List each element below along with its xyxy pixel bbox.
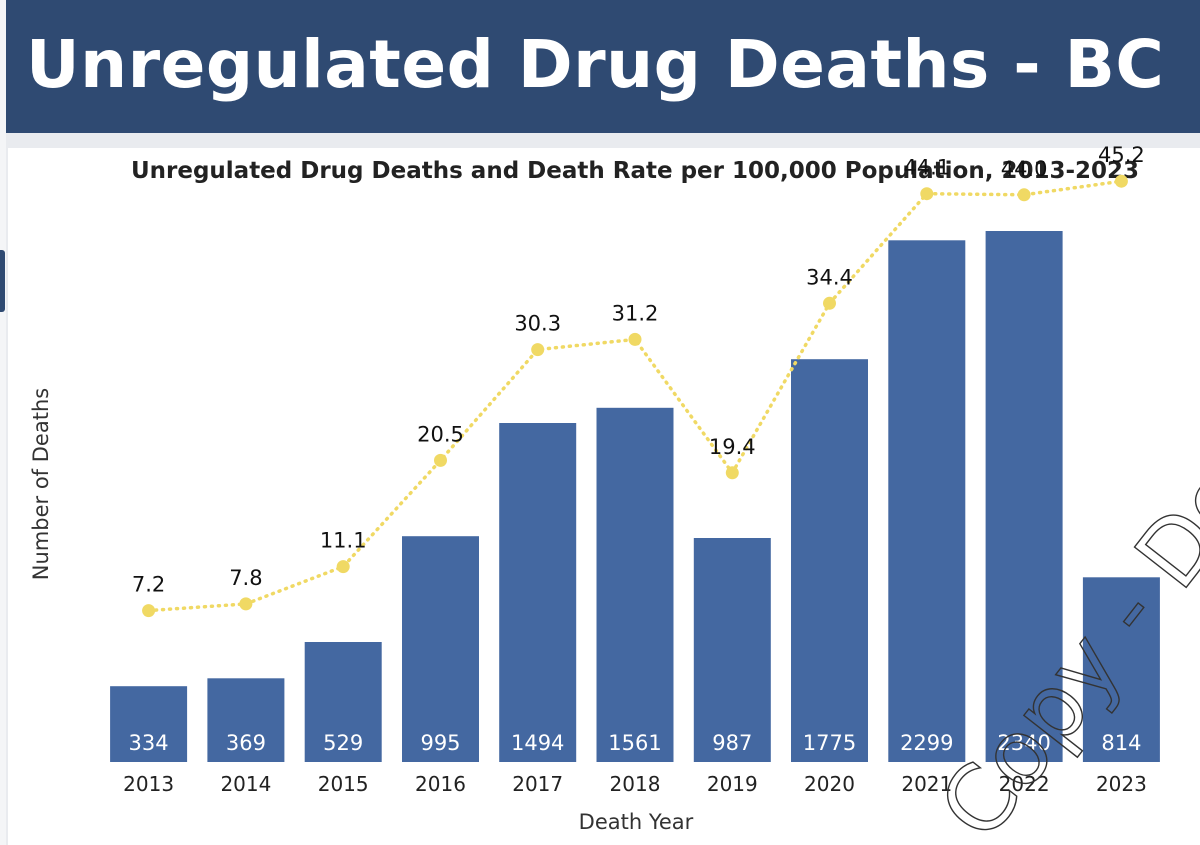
bar-label-2013: 334	[129, 731, 169, 755]
x-axis-label: Death Year	[579, 810, 694, 834]
page-banner: Unregulated Drug Deaths - BC	[6, 0, 1200, 133]
rate-label-2021: 44.1	[903, 156, 950, 180]
bar-label-2020: 1775	[803, 731, 856, 755]
bar-2017[interactable]	[499, 423, 577, 762]
rate-label-2015: 11.1	[320, 529, 367, 553]
bar-value-labels: 334 369 529 995 1494 1561 987 1775 2299 2340 814	[129, 731, 1142, 755]
rate-point-2015[interactable]	[336, 560, 350, 574]
bar-label-2016: 995	[420, 731, 460, 755]
rate-point-2018[interactable]	[628, 332, 642, 346]
rate-line	[146, 179, 1124, 613]
bar-label-2014: 369	[226, 731, 266, 755]
rate-label-2022: 44.0	[1001, 157, 1048, 181]
x-tick-2013: 2013	[123, 772, 174, 796]
side-panel-tab[interactable]	[0, 250, 5, 312]
rate-point-2019[interactable]	[725, 466, 739, 480]
rate-point-2023[interactable]	[1114, 174, 1128, 188]
y-axis-label: Number of Deaths	[29, 388, 53, 580]
bar-label-2021: 2299	[900, 731, 953, 755]
rate-point-2022[interactable]	[1017, 188, 1031, 202]
bar-2013[interactable]	[110, 686, 188, 762]
x-tick-2023: 2023	[1096, 772, 1147, 796]
bar-2022[interactable]	[985, 231, 1063, 762]
rate-label-2013: 7.2	[132, 573, 165, 597]
rate-point-2016[interactable]	[434, 453, 447, 467]
rate-label-2023: 45.2	[1098, 143, 1145, 167]
rate-label-2019: 19.4	[709, 435, 756, 459]
bar-2019[interactable]	[693, 538, 771, 762]
rate-value-labels: 7.2 7.8 11.1 20.5 30.3 31.2 19.4 34.4 44.1 44.0 45…	[132, 143, 1145, 596]
bar-label-2018: 1561	[608, 731, 661, 755]
x-tick-2015: 2015	[318, 772, 369, 796]
bar-2018[interactable]	[596, 407, 674, 762]
rate-label-2016: 20.5	[417, 422, 464, 446]
bar-label-2022: 2340	[997, 731, 1050, 755]
bar-label-2023: 814	[1101, 731, 1141, 755]
bar-2020[interactable]	[791, 359, 868, 762]
chart-title: Unregulated Drug Deaths and Death Rate p…	[131, 158, 1139, 184]
x-tick-labels: 2013 2014 2015 2016 2017 2018 2019 2020 2021 2022…	[123, 772, 1147, 796]
x-tick-2020: 2020	[804, 772, 855, 796]
x-tick-2017: 2017	[512, 772, 563, 796]
rate-point-2020[interactable]	[823, 296, 836, 310]
bar-label-2017: 1494	[511, 731, 564, 755]
rate-label-2014: 7.8	[229, 566, 262, 590]
rate-point-2014[interactable]	[239, 597, 253, 611]
bar-2021[interactable]	[888, 240, 966, 763]
bar-2016[interactable]	[402, 536, 479, 762]
page-title: Unregulated Drug Deaths - BC	[26, 26, 1165, 103]
rate-label-2018: 31.2	[612, 301, 659, 325]
x-tick-2016: 2016	[415, 772, 466, 796]
rate-points	[142, 174, 1128, 618]
rate-label-2020: 34.4	[806, 265, 853, 289]
rate-label-2017: 30.3	[514, 312, 561, 336]
x-tick-2019: 2019	[707, 772, 758, 796]
x-tick-2018: 2018	[610, 772, 661, 796]
left-edge-strip	[0, 0, 6, 845]
rate-point-2013[interactable]	[142, 604, 156, 618]
bar-series	[110, 231, 1160, 763]
x-tick-2021: 2021	[901, 772, 952, 796]
bar-2014[interactable]	[207, 678, 285, 762]
bar-2015[interactable]	[304, 642, 382, 762]
x-tick-2014: 2014	[220, 772, 271, 796]
bar-2023[interactable]	[1082, 577, 1160, 762]
rate-point-2017[interactable]	[531, 343, 545, 357]
x-tick-2022: 2022	[999, 772, 1050, 796]
rate-point-2021[interactable]	[920, 187, 934, 201]
bar-label-2015: 529	[323, 731, 363, 755]
bar-label-2019: 987	[712, 731, 752, 755]
